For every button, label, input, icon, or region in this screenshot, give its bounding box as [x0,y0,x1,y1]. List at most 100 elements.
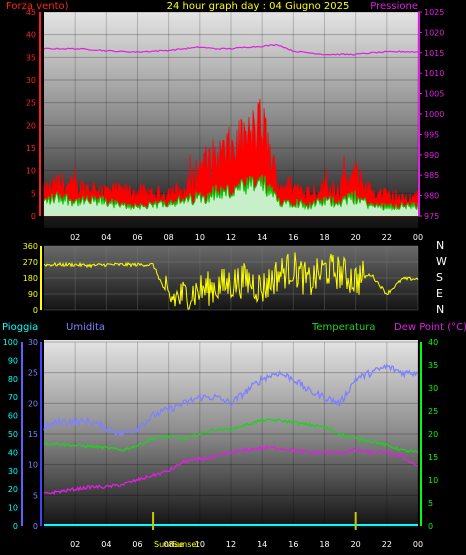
compass-n-top: N [436,239,444,252]
sunrise-label: Sunrise [154,540,184,549]
direction-line [43,252,419,310]
pressure-tick-label: 990 [424,151,439,160]
pressure-tick-label: 1005 [424,90,444,99]
temperature-tick-label: 25 [428,407,438,416]
temperature-line [43,417,419,454]
pressure-tick-label: 1000 [424,110,444,119]
compass-labels: N W S E N [436,239,447,316]
direction-panel [44,246,418,310]
bottom-x-tick-label: 12 [226,540,236,549]
direction-tick-label: 0 [33,306,38,315]
pressure-tick-label: 1020 [424,28,444,37]
rain-tick-label: 10 [8,504,18,513]
wind-tick-label: 30 [26,76,36,85]
wind-gust-area [43,98,419,217]
wind-tick-label: 25 [26,99,36,108]
bottom-x-tick-label: 02 [70,540,80,549]
axes-layer: 4540353025201510501025102010151010100510… [3,8,445,549]
wind-x-tick-label: 22 [382,233,392,242]
humidity-tick-label: 0 [33,522,38,531]
pressure-axis-title: Pressione [370,1,418,12]
pressure-tick-label: 1010 [424,69,444,78]
wind-x-tick-label: 12 [226,233,236,242]
wind-tick-label: 5 [31,189,36,198]
bottom-x-tick-label: 18 [319,540,329,549]
bottom-x-tick-label: 08 [164,540,174,549]
wind-tick-label: 20 [26,121,36,130]
temperature-tick-label: 40 [428,338,438,347]
rain-tick-label: 80 [8,375,18,384]
temperature-axis-title: Temperatura [311,322,376,333]
rain-tick-label: 0 [13,522,18,531]
compass-n-bottom: N [436,303,444,316]
dewpoint-line [43,445,419,496]
wind-axis-title: Forza vento) [6,1,69,12]
bottom-x-tick-label: 20 [351,540,361,549]
wind-x-tick-label: 02 [70,233,80,242]
wind-x-tick-label: 08 [164,233,174,242]
wind-x-tick-label: 10 [195,233,205,242]
wind-x-tick-label: 18 [319,233,329,242]
wind-tick-label: 35 [26,53,36,62]
rain-tick-label: 40 [8,448,18,457]
pressure-tick-label: 980 [424,192,439,201]
rain-tick-label: 30 [8,467,18,476]
temperature-panel [44,340,418,528]
sunset-label: Sunset [172,540,199,549]
pressure-tick-label: 995 [424,130,439,139]
wind-tick-label: 40 [26,31,36,40]
wind-x-tick-label: 06 [132,233,142,242]
humidity-tick-label: 5 [33,491,38,500]
bottom-x-tick-label: 16 [288,540,298,549]
bottom-x-tick-label: 14 [257,540,267,549]
bottom-x-tick-label: 22 [382,540,392,549]
pressure-tick-label: 985 [424,171,439,180]
temperature-tick-label: 0 [428,522,433,531]
temperature-tick-label: 5 [428,499,433,508]
bottom-x-tick-label: 10 [195,540,205,549]
pressure-tick-label: 1015 [424,49,444,58]
wind-tick-label: 10 [26,167,36,176]
wind-x-tick-label: 14 [257,233,267,242]
bottom-x-tick-label: 06 [132,540,142,549]
humidity-tick-label: 30 [28,338,38,347]
humidity-axis-title: Umidita [66,322,105,333]
humidity-tick-label: 20 [28,399,38,408]
direction-tick-label: 180 [23,274,38,283]
chart-title: 24 hour graph day : 04 Giugno 2025 [167,1,350,12]
series-layer [43,43,419,530]
direction-tick-label: 90 [28,290,38,299]
humidity-tick-label: 10 [28,461,38,470]
temperature-tick-label: 30 [428,384,438,393]
rain-tick-label: 100 [3,338,18,347]
rain-tick-label: 70 [8,393,18,402]
pressure-line [43,43,419,56]
bottom-x-tick-label: 04 [101,540,111,549]
wind-x-tick-label: 20 [351,233,361,242]
wind-x-tick-label: 00 [413,233,423,242]
pressure-tick-label: 975 [424,212,439,221]
temperature-tick-label: 15 [428,453,438,462]
compass-w: W [436,255,447,268]
wind-x-tick-label: 04 [101,233,111,242]
temperature-tick-label: 20 [428,430,438,439]
wind-tick-label: 45 [26,8,36,17]
temperature-tick-label: 10 [428,476,438,485]
humidity-tick-label: 25 [28,369,38,378]
compass-e: E [436,287,443,300]
pressure-tick-label: 1025 [424,8,444,17]
wind-tick-label: 0 [31,212,36,221]
compass-s: S [436,271,443,284]
wind-average-line [43,174,419,212]
wind-average-area [44,175,418,216]
humidity-line [43,363,419,438]
wind-tick-label: 15 [26,144,36,153]
direction-tick-label: 270 [23,258,38,267]
rain-tick-label: 90 [8,356,18,365]
rain-tick-label: 20 [8,485,18,494]
humidity-tick-label: 15 [28,430,38,439]
bottom-x-tick-label: 00 [413,540,423,549]
wind-x-tick-label: 16 [288,233,298,242]
rain-axis-title: Pioggia [2,322,38,333]
